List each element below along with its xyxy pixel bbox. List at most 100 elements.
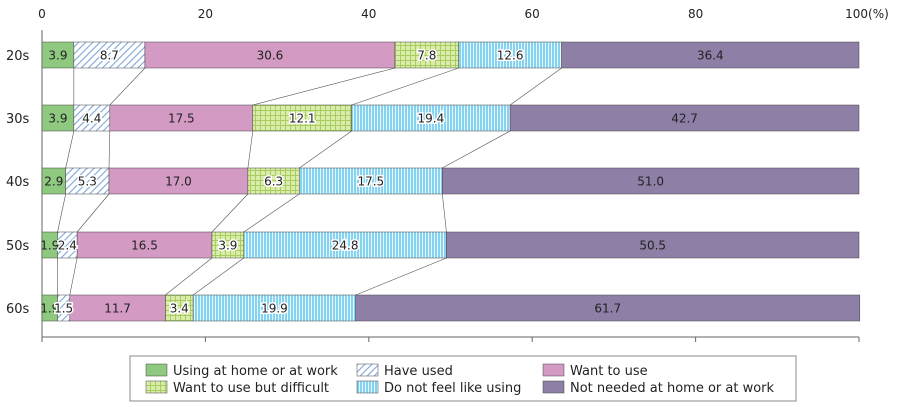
bar-segment (252, 104, 352, 132)
bars (41, 41, 861, 322)
data-label: 5.3 (78, 175, 97, 189)
legend-swatch (145, 380, 168, 394)
bar-segment (394, 41, 459, 69)
connector-line (211, 193, 249, 233)
category-label: 20s (6, 49, 30, 64)
bar-segment (109, 104, 254, 132)
bar-segment (509, 104, 860, 132)
category-label: 40s (6, 175, 30, 190)
x-tick-label: 40 (361, 7, 376, 21)
data-label: 2.4 (58, 239, 77, 253)
legend-label: Have used (384, 364, 453, 379)
data-label: 1.5 (54, 302, 73, 316)
data-label: 8.7 (100, 49, 119, 63)
category-label: 60s (6, 302, 30, 317)
category-label: 30s (6, 112, 30, 127)
legend-label: Using at home or at work (173, 364, 338, 379)
x-tick-label: 100(%) (845, 7, 889, 21)
data-label: 17.5 (168, 112, 195, 126)
x-tick-label: 60 (525, 7, 540, 21)
legend-box (129, 355, 797, 402)
bar-segment (192, 294, 356, 322)
bar-segment (144, 41, 396, 69)
data-label: 30.6 (257, 49, 284, 63)
data-label: 24.8 (332, 239, 359, 253)
legend-swatch (356, 380, 379, 394)
data-label: 2.9 (44, 175, 63, 189)
data-label: 3.9 (48, 49, 67, 63)
x-axis: 0 20 40 60 80 100(%) (38, 7, 889, 342)
data-label: 12.1 (289, 112, 316, 126)
data-label: 11.7 (104, 302, 131, 316)
legend-label: Want to use (570, 364, 648, 379)
connector-line (76, 193, 110, 233)
bar-segment (108, 167, 249, 195)
category-label: 50s (6, 239, 30, 254)
bar-segment (73, 41, 146, 69)
bar-segment (76, 231, 213, 259)
bar-segment (355, 294, 861, 322)
connector-line (109, 67, 146, 106)
bar-segment (299, 167, 443, 195)
data-label: 3.4 (170, 302, 189, 316)
data-label: 42.7 (671, 112, 698, 126)
data-label: 1.9 (40, 302, 59, 316)
bar-segment (247, 167, 300, 195)
x-tick-label: 80 (688, 7, 703, 21)
data-label: 50.5 (639, 239, 666, 253)
connector-line (108, 130, 111, 169)
data-label: 17.5 (357, 175, 384, 189)
legend-label: Do not feel like using (384, 381, 521, 396)
data-label: 12.6 (497, 49, 524, 63)
bar-segment (41, 104, 75, 132)
connector-line (351, 67, 459, 106)
x-tick-label: 20 (198, 7, 213, 21)
bar-segment (65, 167, 110, 195)
data-label: 3.9 (48, 112, 67, 126)
legend: Using at home or at work Have used Want to… (129, 355, 797, 402)
connector-line (442, 130, 511, 169)
connector-line (442, 193, 447, 233)
data-label: 7.8 (417, 49, 436, 63)
legend-swatch (145, 363, 168, 377)
legend-swatch (542, 363, 565, 377)
bar-segment (211, 231, 245, 259)
connector-line (69, 257, 78, 296)
connector-line (509, 67, 562, 106)
labels: 20s 30s 40s 50s 60s 3.9 8.7 30.6 7.8 12.6 36.4 3.9 4… (6, 47, 724, 317)
data-label: 19.9 (261, 302, 288, 316)
connector-line (192, 257, 244, 296)
connector-lines (57, 67, 562, 296)
data-label: 51.0 (637, 175, 664, 189)
connector-line (355, 257, 447, 296)
data-label: 19.4 (418, 112, 445, 126)
data-label: 17.0 (165, 175, 192, 189)
bar-segment (442, 167, 860, 195)
connector-line (165, 257, 213, 296)
connector-line (65, 130, 75, 169)
connector-line (57, 193, 66, 233)
legend-swatch (356, 363, 379, 377)
bar-segment (458, 41, 562, 69)
data-label: 4.4 (82, 112, 101, 126)
data-label: 36.4 (697, 49, 724, 63)
bar-segment (41, 41, 75, 69)
data-label: 61.7 (594, 302, 621, 316)
bar-segment (165, 294, 194, 322)
data-label: 6.3 (264, 175, 283, 189)
legend-swatch (542, 380, 565, 394)
connector-line (252, 67, 396, 106)
bar-segment (446, 231, 860, 259)
connector-line (247, 130, 254, 169)
connector-line (299, 130, 352, 169)
x-tick-label: 0 (38, 7, 46, 21)
connector-line (243, 193, 300, 233)
legend-label: Not needed at home or at work (570, 381, 775, 396)
data-label: 16.5 (131, 239, 158, 253)
bar-segment (73, 104, 111, 132)
legend-label: Want to use but difficult (173, 381, 329, 396)
bar-segment (561, 41, 860, 69)
data-label: 1.9 (40, 239, 59, 253)
data-label: 3.9 (218, 239, 237, 253)
